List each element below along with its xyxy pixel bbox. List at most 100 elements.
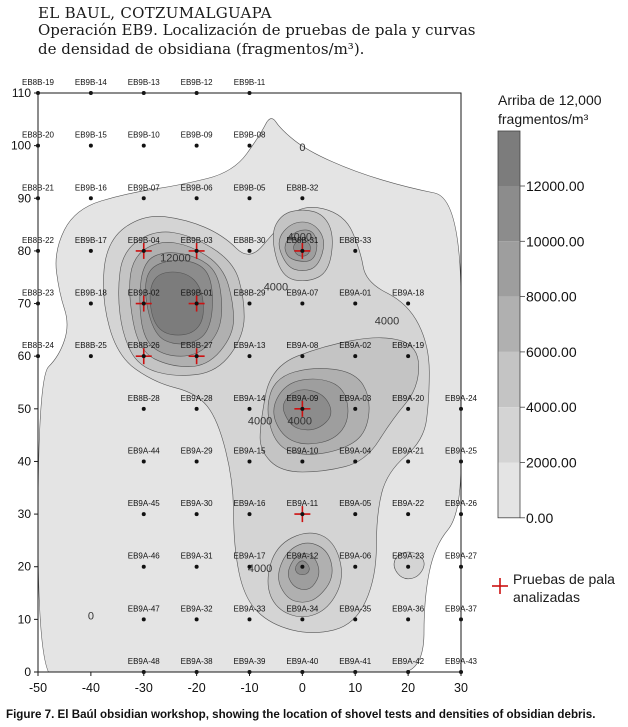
test-point — [141, 143, 146, 148]
point-label: EB9A-45 — [128, 499, 161, 508]
figure-caption: Figure 7. El Baúl obsidian workshop, sho… — [6, 708, 596, 721]
y-tick-label: 100 — [11, 139, 31, 153]
legend-title: Arriba de 12,000 fragmentos/m³ — [498, 92, 602, 127]
test-point — [353, 617, 358, 622]
point-label: EB8B-27 — [181, 341, 214, 350]
test-point — [300, 354, 305, 359]
point-label: EB9A-34 — [286, 604, 319, 613]
point-label: EB8B-28 — [128, 394, 161, 403]
shovel-test: EB9B-03 — [181, 236, 213, 259]
shovel-test: EB9A-18 — [392, 289, 425, 306]
test-point — [300, 248, 305, 253]
point-label: EB9A-05 — [339, 499, 372, 508]
colorbar-level-label: 2000.00 — [526, 455, 577, 471]
test-point — [300, 512, 305, 517]
point-label: EB9A-42 — [392, 657, 425, 666]
shovel-test: EB8B-32 — [286, 183, 319, 201]
test-point — [194, 564, 199, 569]
point-label: EB9A-14 — [233, 394, 266, 403]
shovel-test: EB9B-15 — [75, 131, 108, 148]
point-label: EB9B-14 — [75, 78, 108, 87]
test-point — [194, 459, 199, 464]
test-point — [247, 406, 252, 411]
point-label: EB9A-08 — [286, 341, 319, 350]
point-label: EB9A-21 — [392, 446, 425, 455]
test-point — [247, 512, 252, 517]
test-point — [88, 143, 93, 148]
test-point — [247, 248, 252, 253]
test-point — [406, 459, 411, 464]
point-label: EB9A-11 — [287, 499, 319, 508]
y-tick-label: 40 — [18, 454, 32, 468]
point-label: EB9A-22 — [392, 499, 425, 508]
test-point — [141, 354, 146, 359]
shovel-test: EB9A-14 — [233, 394, 266, 411]
x-tick-label: 20 — [401, 681, 415, 695]
test-point — [194, 248, 199, 253]
test-point — [247, 143, 252, 148]
test-point — [88, 301, 93, 306]
test-point — [141, 406, 146, 411]
test-point — [247, 564, 252, 569]
shovel-test: EB9B-12 — [181, 78, 213, 95]
y-tick-label: 60 — [18, 349, 32, 363]
shovel-test: EB8B-29 — [233, 289, 266, 306]
shovel-test: EB9B-06 — [181, 183, 213, 201]
point-label: EB9A-28 — [181, 394, 214, 403]
test-point — [300, 564, 305, 569]
point-label: EB9A-40 — [286, 657, 319, 666]
test-point — [353, 354, 358, 359]
x-tick-label: 30 — [454, 681, 468, 695]
shovel-test: EB9A-21 — [392, 446, 425, 464]
shovel-test: EB8B-31 — [286, 236, 319, 259]
test-point — [406, 617, 411, 622]
contour-value-labels: 12000 4000 4000 4000 4000 4000 4000 0 0 — [88, 142, 399, 622]
colorbar-level-label: 10000.00 — [526, 233, 585, 249]
colorbar-level-label: 8000.00 — [526, 289, 577, 305]
point-label: EB9B-10 — [128, 131, 161, 140]
point-label: EB9A-32 — [181, 604, 214, 613]
shovel-test: EB9B-18 — [75, 289, 107, 306]
point-label: EB9B-08 — [233, 131, 266, 140]
shovel-test: EB9A-35 — [339, 604, 372, 622]
test-point — [353, 406, 358, 411]
test-point — [194, 143, 199, 148]
shovel-test: EB9A-20 — [392, 394, 425, 411]
point-label: EB8B-33 — [339, 236, 372, 245]
test-point — [141, 564, 146, 569]
point-label: EB9B-05 — [233, 183, 266, 192]
shovel-test: EB9B-09 — [181, 131, 213, 148]
test-point — [88, 354, 93, 359]
point-label: EB9B-07 — [128, 183, 161, 192]
y-tick-label: 20 — [18, 560, 32, 574]
shovel-test: EB9A-33 — [233, 604, 266, 622]
test-point — [141, 248, 146, 253]
figure-subtitle: Operación EB9. Localización de pruebas d… — [38, 21, 476, 58]
test-point — [406, 354, 411, 359]
shovel-test: EB8B-30 — [233, 236, 266, 253]
shovel-test: EB9A-46 — [128, 552, 160, 569]
point-label: EB9A-17 — [233, 552, 266, 561]
point-label: EB9A-29 — [181, 446, 214, 455]
test-point — [247, 354, 252, 359]
x-tick-label: 0 — [299, 681, 306, 695]
point-label: EB9A-41 — [339, 657, 372, 666]
shovel-test: EB8B-27 — [181, 341, 214, 365]
point-label: EB9A-13 — [233, 341, 266, 350]
shovel-test: EB9A-13 — [233, 341, 266, 359]
test-point — [141, 617, 146, 622]
test-point — [247, 459, 252, 464]
point-label: EB9A-38 — [181, 657, 214, 666]
colorbar-level-label: 0.00 — [526, 510, 553, 526]
test-point — [194, 354, 199, 359]
test-point — [88, 248, 93, 253]
point-label: EB9B-15 — [75, 131, 108, 140]
colorbar-level-label: 4000.00 — [526, 399, 577, 415]
contour-label: 12000 — [160, 252, 191, 264]
test-point — [194, 617, 199, 622]
point-label: EB9B-11 — [234, 78, 266, 87]
point-label: EB9B-02 — [128, 289, 161, 298]
point-label: EB9A-47 — [128, 604, 161, 613]
shovel-test: EB8B-26 — [128, 341, 160, 365]
test-point — [353, 248, 358, 253]
